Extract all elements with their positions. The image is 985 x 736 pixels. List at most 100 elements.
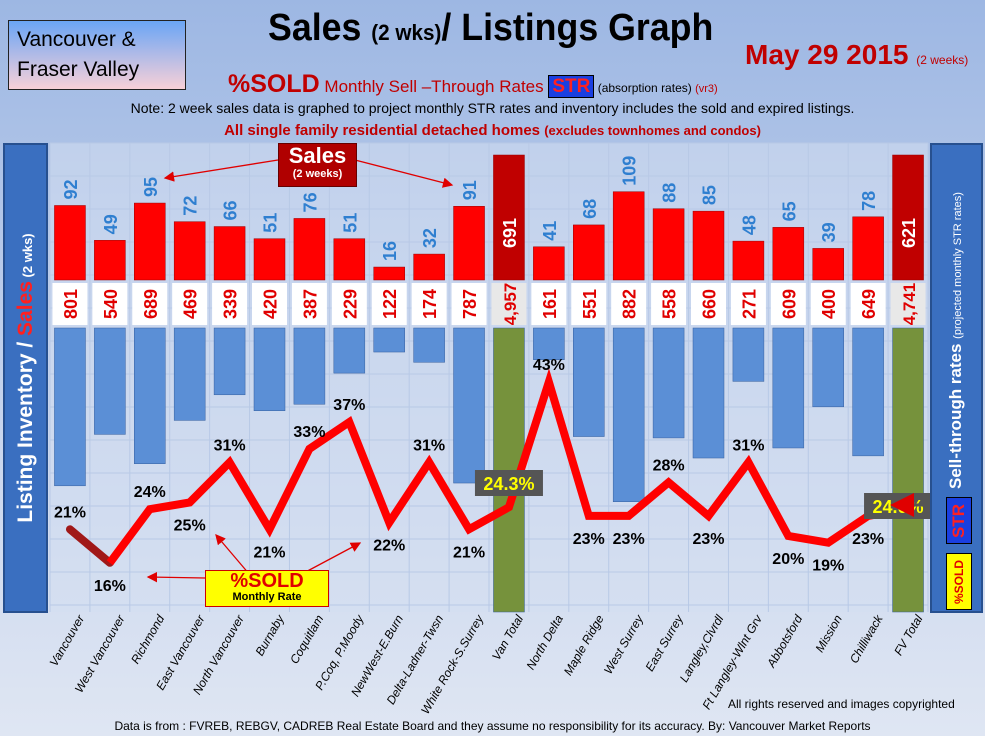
sales-value-label: 68 bbox=[580, 199, 600, 219]
sales-bar bbox=[413, 253, 445, 281]
listing-bar bbox=[573, 327, 605, 437]
right-axis-panel: Sell-through rates (projected monthly ST… bbox=[930, 143, 983, 613]
sales-value-label: 78 bbox=[859, 191, 879, 211]
listing-bar bbox=[134, 327, 166, 464]
scope: All single family residential detached h… bbox=[0, 122, 985, 140]
listing-label-bg bbox=[411, 283, 447, 325]
rate-label: 23% bbox=[613, 531, 645, 548]
listing-value-label: 689 bbox=[141, 289, 161, 319]
right-str-text: STR bbox=[949, 503, 968, 538]
region-label-box: Vancouver & Fraser Valley bbox=[8, 20, 186, 90]
date-text: May 29 2015 bbox=[745, 39, 909, 70]
listing-label-bg bbox=[172, 283, 208, 325]
rate-label: 24% bbox=[134, 484, 166, 501]
sales-value-label: 65 bbox=[779, 201, 799, 221]
sales-value-label: 51 bbox=[340, 213, 360, 233]
subtitle: %SOLD Monthly Sell –Through Rates STR (a… bbox=[228, 71, 718, 102]
sold-annotation-sub: Monthly Rate bbox=[232, 591, 302, 603]
sold-line-segment bbox=[65, 525, 114, 567]
total-rate-label: 24.0% bbox=[873, 497, 924, 517]
region-line1: Vancouver & bbox=[17, 28, 136, 51]
sales-value-label: 88 bbox=[660, 183, 680, 203]
listing-value-label: 787 bbox=[460, 289, 480, 319]
listing-value-label: 551 bbox=[580, 289, 600, 319]
sales-bar bbox=[732, 240, 765, 281]
listing-value-label: 420 bbox=[261, 289, 281, 319]
sales-value-label: 66 bbox=[221, 201, 241, 221]
listing-label-bg bbox=[730, 283, 766, 325]
listing-bar bbox=[612, 327, 645, 503]
rate-label: 21% bbox=[453, 544, 485, 561]
sold-annotation-title: %SOLD bbox=[230, 570, 304, 592]
listing-label-bg bbox=[291, 283, 327, 325]
copyright: All rights reserved and images copyright… bbox=[728, 697, 955, 711]
listing-bar bbox=[253, 327, 286, 411]
sales-bar bbox=[573, 224, 605, 281]
right-axis-title: Sell-through rates (projected monthly ST… bbox=[946, 192, 968, 489]
listing-label-bg bbox=[252, 283, 287, 325]
data-source: Data is from : FVREB, REBGV, CADREB Real… bbox=[114, 719, 871, 733]
listing-bar bbox=[652, 327, 685, 439]
total-rate-label: 24.3% bbox=[483, 474, 534, 494]
listing-value-label: 229 bbox=[340, 289, 360, 319]
sales-value-label: 91 bbox=[460, 180, 480, 200]
sales-bar bbox=[772, 227, 805, 281]
sales-bar bbox=[54, 205, 86, 281]
rate-label: 23% bbox=[692, 531, 724, 548]
sales-bar bbox=[612, 191, 645, 281]
right-sold-badge: %SOLD bbox=[946, 553, 972, 610]
listing-bar bbox=[173, 327, 206, 421]
rate-label: 31% bbox=[413, 437, 445, 454]
listing-label-bg bbox=[770, 283, 806, 325]
listing-bar bbox=[94, 327, 126, 435]
scope-main: All single family residential detached h… bbox=[224, 122, 545, 139]
listing-bar bbox=[892, 327, 924, 613]
listing-value-label: 609 bbox=[779, 289, 799, 319]
report-date: May 29 2015 (2 weeks) bbox=[745, 41, 968, 74]
rate-label: 20% bbox=[772, 551, 804, 568]
listing-bar bbox=[732, 327, 765, 382]
listing-value-label: 271 bbox=[739, 289, 759, 319]
listing-value-label: 801 bbox=[61, 289, 81, 319]
sales-bar bbox=[812, 248, 844, 281]
rate-label: 23% bbox=[852, 531, 884, 548]
listing-label-bg bbox=[691, 283, 726, 325]
sales-bar bbox=[453, 206, 485, 281]
rate-label: 25% bbox=[174, 518, 206, 535]
rate-label: 31% bbox=[732, 437, 764, 454]
scope-small: (excludes townhomes and condos) bbox=[544, 123, 761, 138]
listing-bar bbox=[453, 327, 485, 484]
annotation-arrow bbox=[354, 159, 454, 188]
right-sold-text: %SOLD bbox=[952, 559, 966, 604]
listing-bar bbox=[413, 327, 445, 363]
listing-label-bg bbox=[810, 283, 846, 325]
sold-rate-line bbox=[106, 368, 909, 566]
sales-value-label: 39 bbox=[819, 222, 839, 242]
listing-label-bg bbox=[451, 283, 487, 325]
listing-value-label: 4,741 bbox=[900, 283, 919, 326]
sub-sold: %SOLD bbox=[228, 70, 320, 98]
listing-bar bbox=[692, 327, 725, 459]
listing-bar bbox=[293, 327, 326, 405]
title-main: Sales bbox=[268, 7, 372, 49]
sales-value-label: 32 bbox=[420, 228, 440, 248]
listing-label-bg bbox=[52, 283, 88, 325]
listing-label-bg bbox=[132, 283, 168, 325]
listing-value-label: 469 bbox=[181, 289, 201, 319]
sub-rates: Monthly Sell –Through Rates bbox=[319, 77, 549, 96]
rate-label: 16% bbox=[94, 578, 126, 595]
sales-bar bbox=[173, 221, 206, 281]
sales-bar bbox=[293, 218, 326, 281]
right-axis-main: Sell-through rates bbox=[946, 338, 965, 489]
sales-bar bbox=[652, 208, 685, 281]
listing-value-label: 649 bbox=[859, 289, 879, 319]
sales-value-label: 691 bbox=[500, 218, 520, 248]
sales-annotation-title: Sales bbox=[288, 143, 347, 168]
sales-bar bbox=[134, 202, 166, 281]
sales-bar bbox=[333, 238, 366, 281]
sales-value-label: 72 bbox=[181, 196, 201, 216]
sales-value-label: 76 bbox=[300, 192, 320, 212]
sales-bar bbox=[852, 216, 884, 281]
total-rate-box bbox=[474, 470, 543, 496]
